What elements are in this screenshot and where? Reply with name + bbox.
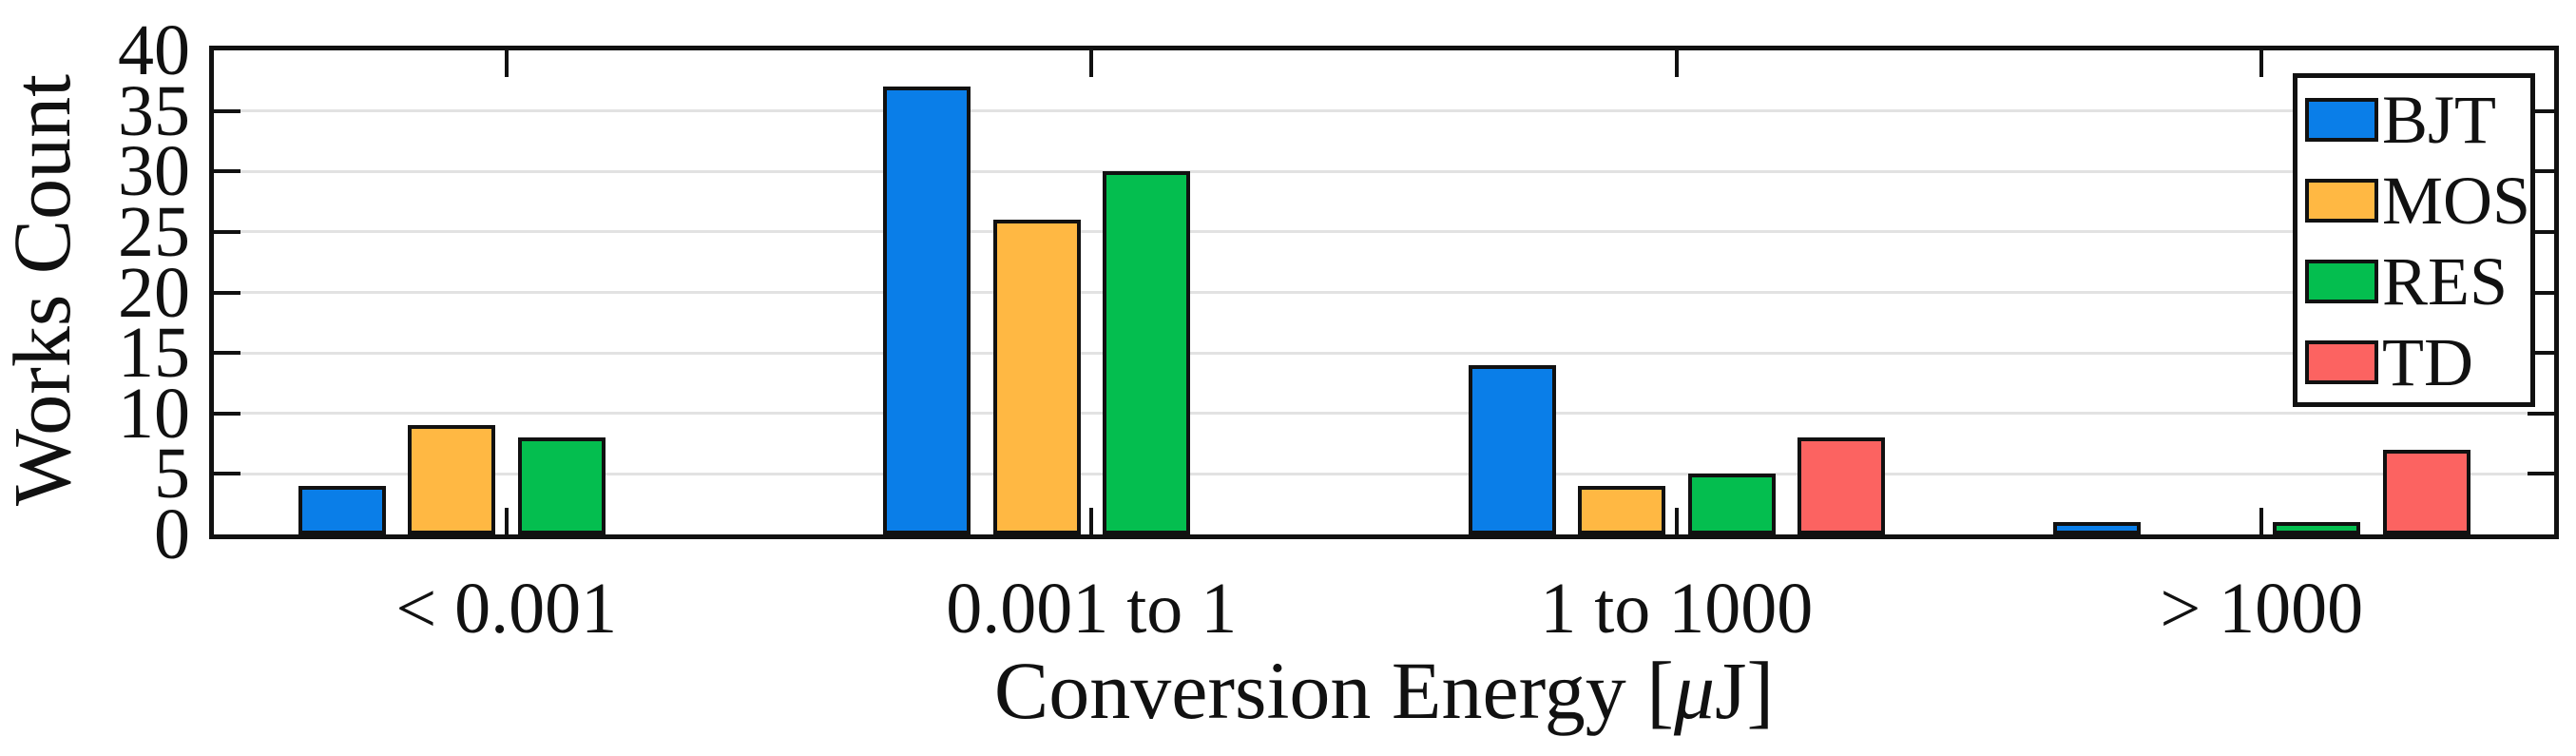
y-tick-left [214,290,240,295]
y-tick-left [214,411,240,416]
legend-item-RES: RES [2297,241,2530,321]
y-tick-right [2528,108,2554,113]
y-tick-label: 40 [118,10,190,90]
bar-RES-2 [1687,474,1776,534]
y-tick-label: 5 [154,434,190,514]
bar-TD-3 [2382,449,2470,534]
y-tick-label: 25 [118,191,190,272]
x-tick-top [504,50,509,77]
legend-item-MOS: MOS [2297,160,2530,241]
gridline [214,169,2554,173]
legend-swatch-BJT [2305,97,2378,142]
bar-MOS-2 [1578,486,1665,534]
bar-BJT-3 [2053,522,2141,534]
y-tick-right [2528,169,2554,174]
y-tick-left [214,169,240,174]
bar-TD-2 [1797,437,1885,534]
gridline [214,230,2554,234]
legend-swatch-MOS [2305,178,2378,223]
x-tick-bottom [1674,508,1679,534]
bar-MOS-0 [408,425,495,534]
gridline [214,109,2554,113]
y-tick-left [214,108,240,113]
x-category-label: 1 to 1000 [1540,569,1814,649]
y-tick-right [2528,411,2554,416]
bar-RES-1 [1103,171,1190,534]
x-tick-bottom [1089,508,1094,534]
gridline [214,351,2554,355]
y-tick-left [214,472,240,476]
y-tick-label: 30 [118,131,190,212]
bar-BJT-2 [1468,364,1556,534]
legend-label: TD [2382,323,2473,400]
y-tick-label: 0 [154,494,190,574]
y-tick-right [2528,472,2554,476]
y-tick-right [2528,229,2554,234]
legend-item-BJT: BJT [2297,79,2530,160]
y-tick-label: 35 [118,70,190,151]
bar-BJT-0 [298,486,386,534]
legend-swatch-RES [2305,259,2378,303]
y-tick-right [2528,351,2554,356]
legend-swatch-TD [2305,339,2378,384]
legend-label: MOS [2382,162,2531,239]
x-tick-top [1674,50,1679,77]
bar-RES-3 [2273,522,2360,534]
bar-MOS-1 [992,220,1081,534]
gridline [214,412,2554,416]
legend-label: BJT [2382,81,2497,158]
y-tick-left [214,229,240,234]
legend: BJT MOS RES TD [2293,73,2535,407]
x-category-label: > 1000 [2160,569,2364,649]
x-tick-bottom [2259,508,2264,534]
y-tick-label: 15 [118,313,190,394]
y-tick-right [2528,290,2554,295]
gridline [214,291,2554,294]
x-axis-label-suffix: J] [1715,645,1775,736]
x-tick-top [1089,50,1094,77]
x-tick-top [2259,50,2264,77]
y-tick-label: 20 [118,252,190,333]
y-tick-label: 10 [118,373,190,454]
x-axis-label: Conversion Energy [μJ] [994,643,1774,738]
x-category-label: 0.001 to 1 [946,569,1238,649]
bar-RES-0 [517,437,606,534]
plot-area: BJT MOS RES TD [209,46,2559,539]
x-category-label: < 0.001 [395,569,618,649]
legend-item-TD: TD [2297,321,2530,402]
bar-BJT-1 [883,87,971,534]
y-tick-left [214,351,240,356]
x-axis-label-mu: μ [1673,645,1716,736]
legend-label: RES [2382,242,2509,320]
x-tick-bottom [504,508,509,534]
gridline [214,472,2554,475]
x-axis-label-prefix: Conversion Energy [ [993,645,1674,736]
